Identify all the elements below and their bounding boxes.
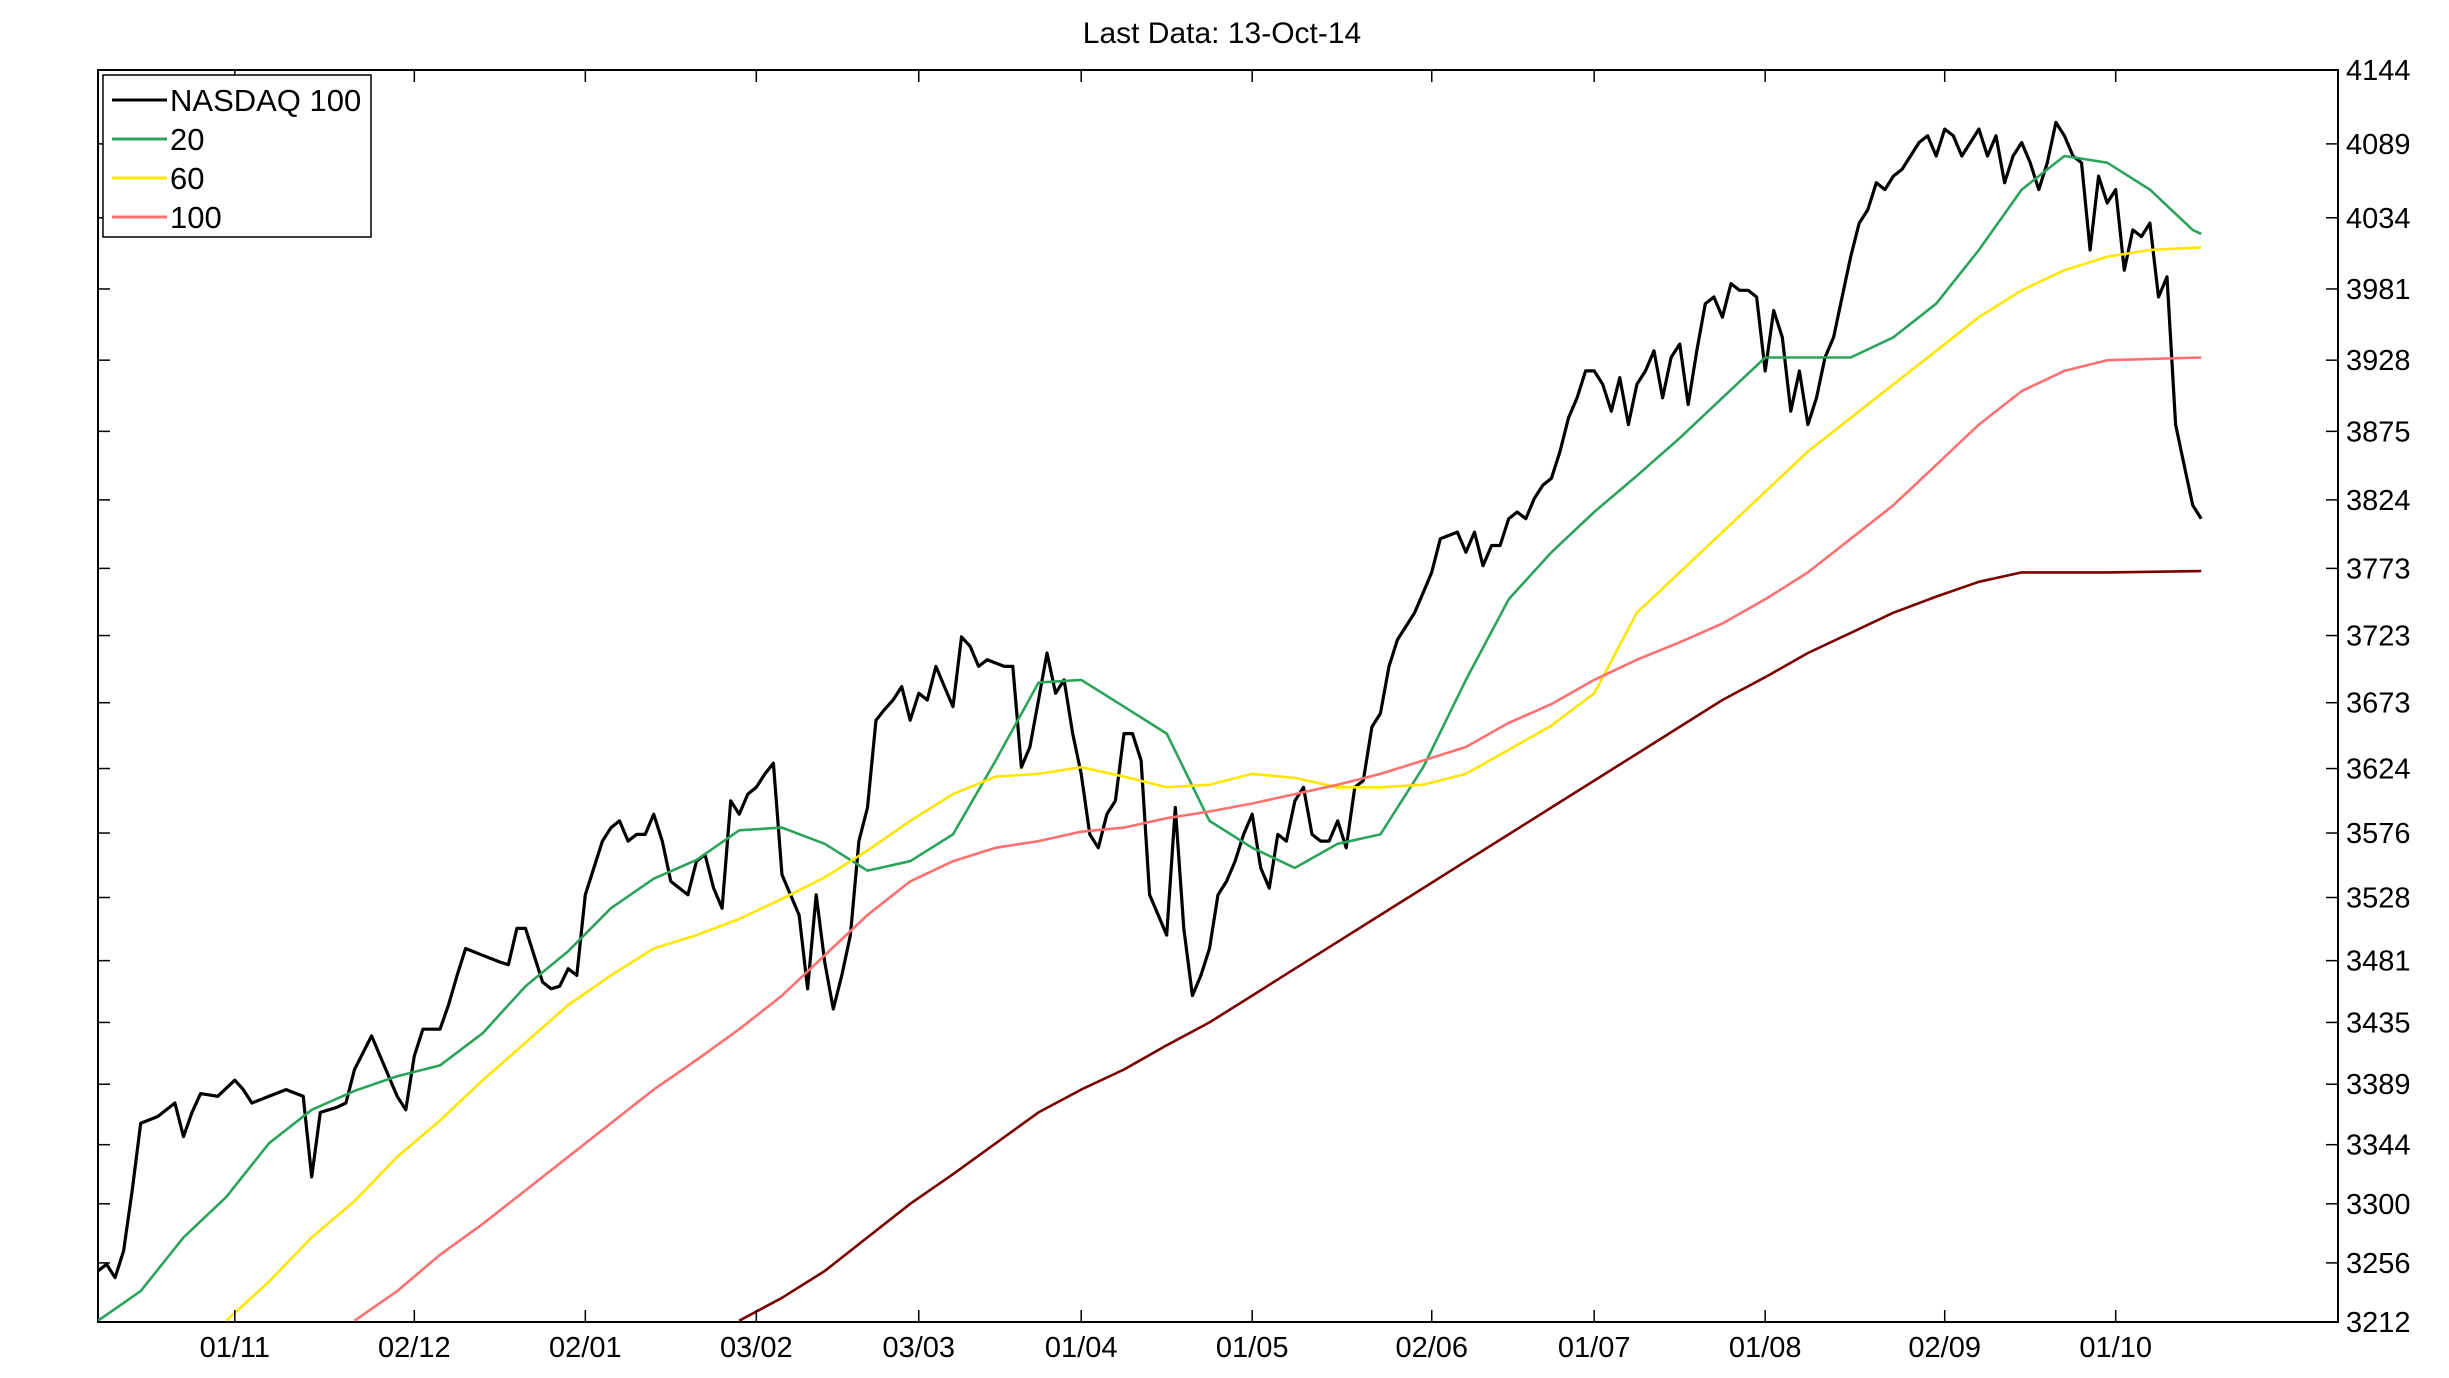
y-tick-label: 3389 [2346, 1069, 2411, 1101]
legend-label: 60 [170, 161, 204, 196]
y-tick-label: 3673 [2346, 688, 2411, 720]
y-tick-label: 3824 [2346, 485, 2411, 517]
legend-label: NASDAQ 100 [170, 83, 361, 118]
legend: NASDAQ 100 20 60 100 [102, 74, 372, 238]
x-tick-label: 03/03 [882, 1332, 955, 1364]
y-tick-label: 4089 [2346, 129, 2411, 161]
y-tick-label: 3528 [2346, 883, 2411, 915]
legend-box [102, 74, 372, 238]
legend-label: 20 [170, 122, 204, 157]
y-tick-label: 3481 [2346, 946, 2411, 978]
x-tick-label: 01/11 [200, 1332, 270, 1364]
y-tick-label: 3875 [2346, 416, 2411, 448]
y-tick-label: 3576 [2346, 818, 2411, 850]
y-tick-label: 3344 [2346, 1130, 2411, 1162]
chart-title: Last Data: 13-Oct-14 [1083, 17, 1361, 50]
y-axis: 3212 3256 3300 3344 3389 3435 3481 3528 3576 3624… [98, 55, 2411, 1339]
y-tick-label: 3928 [2346, 345, 2411, 377]
x-tick-label: 01/05 [1216, 1332, 1289, 1364]
series-line-4 [738, 569, 2202, 1322]
x-axis: 01/11 02/12 02/01 03/02 03/03 01/04 01/05 02/06… [200, 70, 2152, 1364]
x-tick-label: 02/09 [1908, 1332, 1981, 1364]
y-tick-label: 3256 [2346, 1248, 2411, 1280]
y-tick-label: 4034 [2346, 203, 2411, 235]
y-tick-label: 3981 [2346, 274, 2411, 306]
x-tick-label: 01/04 [1045, 1332, 1118, 1364]
x-tick-label: 01/08 [1729, 1332, 1802, 1364]
y-tick-label: 3435 [2346, 1007, 2411, 1039]
series-line-3 [353, 356, 2202, 1322]
y-tick-label: 3300 [2346, 1189, 2411, 1221]
y-tick-label: 3773 [2346, 553, 2411, 585]
y-tick-label: 3624 [2346, 754, 2411, 786]
series-line-2 [225, 246, 2202, 1322]
legend-label: 100 [170, 200, 222, 235]
y-tick-label: 4144 [2346, 55, 2411, 87]
series-line-0 [98, 120, 2203, 1280]
x-tick-label: 01/10 [2079, 1332, 2152, 1364]
x-tick-label: 03/02 [720, 1332, 793, 1364]
series-layer [98, 120, 2203, 1322]
series-line-1 [98, 154, 2202, 1322]
x-tick-label: 02/12 [378, 1332, 451, 1364]
y-tick-label: 3212 [2346, 1307, 2411, 1339]
x-tick-label: 02/06 [1395, 1332, 1468, 1364]
x-tick-label: 02/01 [549, 1332, 622, 1364]
plot-area [97, 69, 2339, 1323]
x-tick-label: 01/07 [1558, 1332, 1631, 1364]
y-tick-label: 3723 [2346, 621, 2411, 653]
